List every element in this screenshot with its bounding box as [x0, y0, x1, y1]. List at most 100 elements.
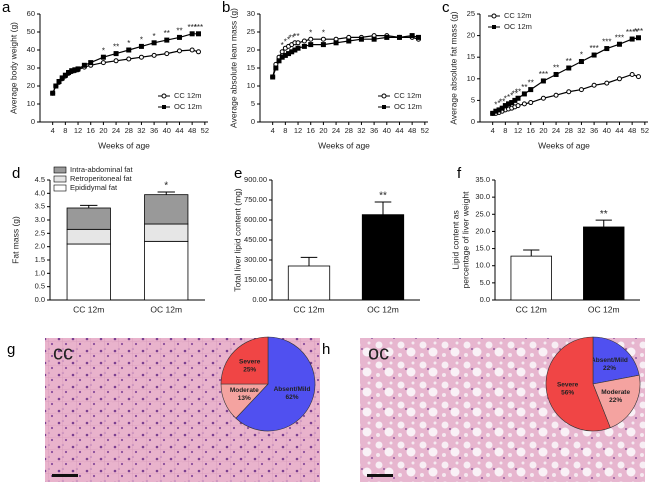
- panel-label: d: [12, 165, 20, 182]
- marker: [189, 47, 195, 53]
- y-tick-label: 150.00: [244, 275, 267, 284]
- slice-value: 22%: [603, 365, 616, 372]
- significance: *: [322, 28, 325, 37]
- x-tick-label: 16: [87, 126, 95, 135]
- y-tick-label: 0.00: [252, 295, 267, 304]
- slice-label: Absent/Mild: [274, 386, 311, 393]
- y-tick-label: 0: [471, 117, 475, 126]
- marker: [521, 101, 527, 107]
- bar: [583, 226, 625, 301]
- significance: **: [379, 191, 387, 202]
- significance: **: [512, 90, 518, 99]
- marker: [320, 36, 326, 42]
- marker: [591, 52, 597, 58]
- marker: [566, 89, 572, 95]
- legend-swatch: [53, 166, 67, 174]
- y-axis-label: Average body weight (g): [8, 22, 18, 114]
- significance: **: [521, 83, 527, 92]
- series-line: [52, 33, 199, 94]
- significance: **: [289, 34, 295, 43]
- bar: [510, 255, 552, 301]
- marker: [566, 65, 572, 71]
- x-tick-label: OC 12m: [588, 304, 620, 314]
- marker: [100, 60, 106, 66]
- legend-label: CC 12m: [174, 91, 202, 100]
- pie-slice: [220, 336, 269, 385]
- panel-label: h: [322, 341, 330, 358]
- legend-label: OC 12m: [174, 102, 202, 111]
- x-tick-label: 36: [590, 126, 598, 135]
- x-tick-label: 36: [150, 126, 158, 135]
- x-axis-label: Weeks of age: [538, 140, 590, 150]
- x-tick-label: 52: [421, 126, 429, 135]
- marker: [151, 40, 157, 46]
- legend-label: OC 12m: [394, 102, 422, 111]
- marker: [164, 51, 170, 57]
- x-tick-label: OC 12m: [150, 304, 182, 314]
- y-tick-label: 35.0: [475, 175, 490, 184]
- significance: ***: [634, 27, 643, 36]
- y-tick-label: 30.0: [475, 192, 490, 201]
- marker: [176, 48, 182, 54]
- marker: [635, 35, 641, 41]
- pie-slice: [592, 374, 641, 429]
- marker: [113, 51, 119, 57]
- significance: **: [164, 29, 170, 38]
- y-axis-label: Average absolute fat mass (g): [448, 11, 458, 124]
- legend-label: OC 12m: [504, 22, 532, 31]
- y-tick-label: 20: [27, 81, 35, 90]
- legend-label: Epididymal fat: [70, 183, 118, 192]
- y-tick-label: 1.0: [35, 268, 45, 277]
- marker: [616, 41, 622, 47]
- marker: [279, 49, 285, 55]
- slice-label: Moderate: [601, 389, 630, 396]
- y-tick-label: 15: [467, 52, 475, 61]
- slice-value: 13%: [238, 395, 251, 402]
- x-tick-label: 44: [615, 126, 623, 135]
- legend-marker: [161, 93, 167, 99]
- x-tick-label: 48: [628, 126, 636, 135]
- slice-label: Severe: [557, 382, 579, 389]
- x-tick-label: 36: [370, 126, 378, 135]
- legend-marker: [491, 13, 497, 19]
- marker: [591, 82, 597, 88]
- x-tick-label: 8: [63, 126, 67, 135]
- y-tick-label: 2.5: [35, 228, 45, 237]
- significance: **: [528, 79, 534, 88]
- legend-label: CC 12m: [504, 11, 532, 20]
- marker: [75, 66, 81, 72]
- marker: [384, 34, 390, 40]
- significance: ****: [626, 28, 638, 37]
- marker: [409, 33, 415, 39]
- panel-label: b: [222, 0, 230, 16]
- marker: [604, 46, 610, 52]
- significance: ***: [187, 23, 196, 32]
- y-tick-label: 10: [27, 99, 35, 108]
- x-tick-label: 24: [112, 126, 120, 135]
- significance: *: [102, 46, 105, 55]
- bar-segment: [66, 207, 111, 230]
- x-tick-label: 48: [188, 126, 196, 135]
- x-tick-label: 20: [99, 126, 107, 135]
- marker: [616, 76, 622, 82]
- marker: [521, 91, 527, 97]
- marker: [270, 74, 276, 80]
- y-tick-label: 10.0: [475, 261, 490, 270]
- x-tick-label: 40: [383, 126, 391, 135]
- y-tick-label: 600.00: [244, 215, 267, 224]
- significance: **: [600, 209, 608, 220]
- y-tick-label: 10: [467, 74, 475, 83]
- significance: **: [113, 43, 119, 52]
- y-tick-label: 2.0: [35, 242, 45, 251]
- y-tick-label: 25: [247, 27, 255, 36]
- marker: [499, 105, 505, 111]
- y-tick-label: 4.0: [35, 188, 45, 197]
- y-tick-label: 0.0: [480, 295, 490, 304]
- y-tick-label: 50: [27, 27, 35, 36]
- x-tick-label: 52: [201, 126, 209, 135]
- significance: **: [553, 64, 559, 73]
- marker: [195, 49, 201, 55]
- y-tick-label: 20: [247, 45, 255, 54]
- significance: *: [504, 95, 507, 104]
- marker: [553, 92, 559, 98]
